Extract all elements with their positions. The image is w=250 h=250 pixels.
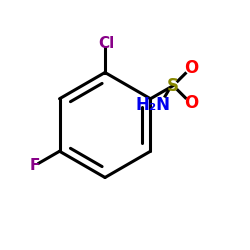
Text: H₂N: H₂N <box>135 96 170 114</box>
Text: O: O <box>184 60 199 78</box>
Text: S: S <box>167 76 179 94</box>
Text: O: O <box>184 94 199 112</box>
Text: Cl: Cl <box>98 36 114 51</box>
Text: F: F <box>30 158 40 173</box>
